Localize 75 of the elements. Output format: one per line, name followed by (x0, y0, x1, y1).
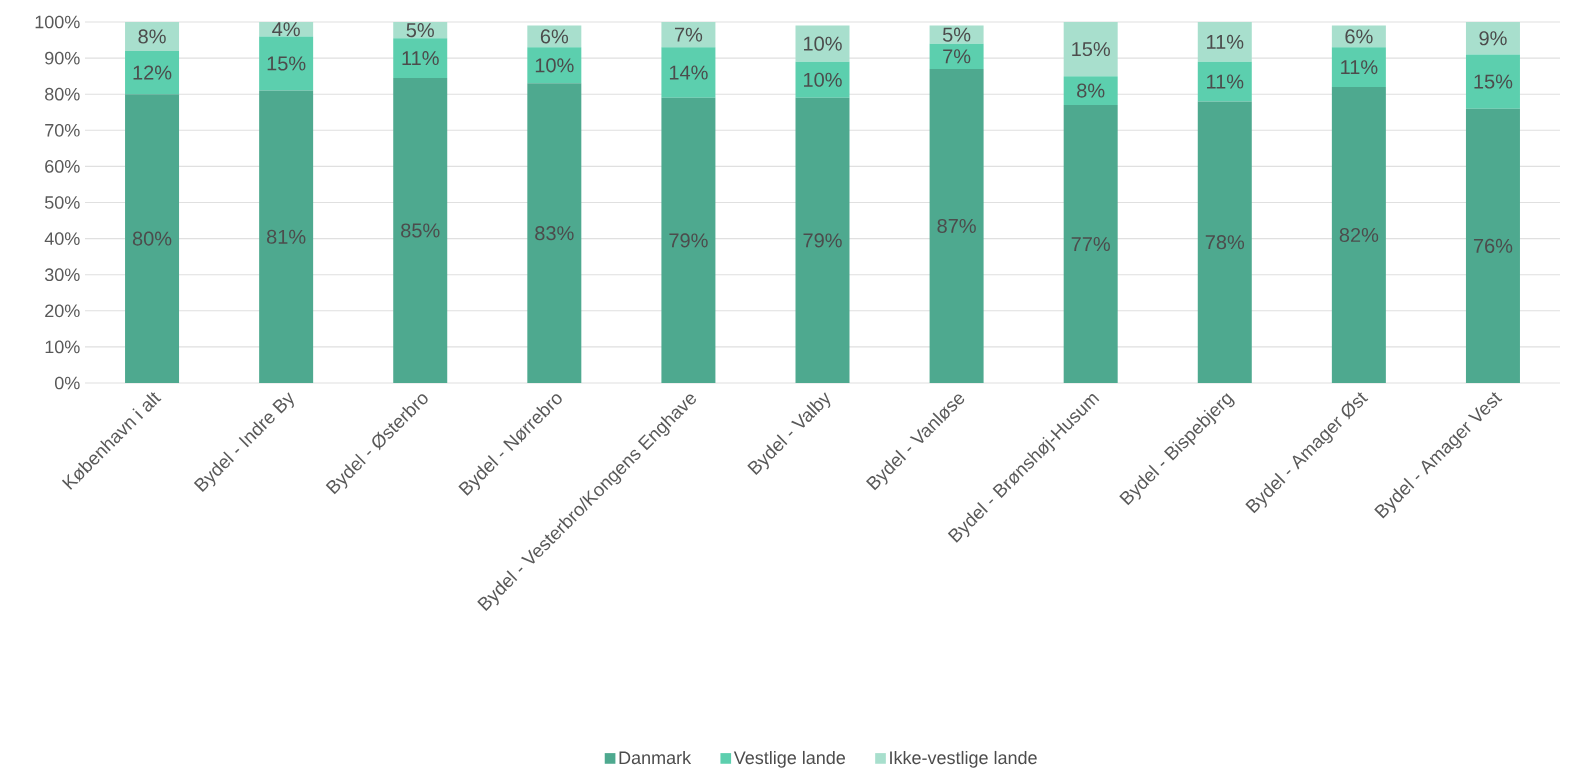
data-label: 78% (1205, 235, 1245, 250)
bar (661, 22, 716, 48)
bar (1063, 22, 1118, 77)
data-label: 11% (1341, 60, 1378, 75)
data-label: 77% (1071, 237, 1110, 252)
y-tick-label: 80% (45, 87, 80, 101)
bar (661, 97, 716, 383)
data-label: 7% (674, 27, 703, 42)
data-label: 5% (942, 27, 971, 42)
bar (1465, 54, 1520, 109)
bar (125, 22, 180, 51)
data-label: 15% (1072, 42, 1110, 57)
y-tick-label: 0% (54, 376, 80, 390)
data-label: 6% (1345, 29, 1373, 44)
data-label: 10% (804, 72, 842, 87)
y-tick-label: 90% (45, 51, 80, 65)
data-label: 8% (1077, 83, 1105, 98)
data-label: 5% (406, 23, 434, 38)
bar (1465, 108, 1520, 383)
legend-label: Danmark (619, 750, 692, 765)
legend-label: Vestlige lande (733, 750, 846, 768)
data-label: 14% (669, 65, 708, 80)
bar (795, 97, 850, 383)
data-label: 87% (937, 218, 976, 234)
data-label: 80% (132, 231, 172, 246)
legend-label: Ikke-vestlige lande (890, 750, 1037, 768)
data-label: 81% (267, 229, 306, 244)
bar (1197, 61, 1252, 102)
data-label: 83% (535, 226, 574, 241)
data-label: 4% (272, 22, 300, 37)
bar (1331, 86, 1386, 383)
y-tick-label: 60% (45, 160, 80, 173)
bar (125, 94, 180, 383)
bar (1063, 105, 1118, 383)
bar (795, 25, 850, 62)
data-label: 82% (1339, 227, 1379, 243)
bar (393, 38, 448, 78)
bar (1331, 47, 1386, 87)
bar (125, 50, 180, 95)
bar (1465, 22, 1520, 55)
y-tick-label: 70% (45, 123, 80, 137)
y-tick-label: 20% (45, 304, 80, 318)
data-label: 12% (133, 65, 172, 80)
y-tick-label: 50% (44, 196, 80, 209)
bar (259, 90, 314, 383)
bar (259, 36, 314, 91)
bar (661, 47, 716, 98)
data-label: 79% (669, 233, 708, 248)
data-label: 11% (1207, 34, 1244, 49)
bar (393, 77, 448, 383)
bar (1197, 101, 1252, 383)
data-label: 11% (1207, 74, 1244, 89)
bar (527, 47, 582, 84)
bar (795, 61, 850, 98)
data-label: 10% (804, 36, 842, 51)
y-tick-label: 100% (35, 15, 80, 29)
data-label: 15% (1474, 74, 1513, 89)
y-tick-label: 10% (45, 340, 80, 354)
bar (1197, 22, 1252, 62)
data-label: 11% (402, 51, 439, 66)
bar (929, 68, 984, 383)
data-label: 6% (540, 29, 569, 44)
data-label: 7% (943, 49, 971, 64)
data-label: 76% (1473, 238, 1513, 253)
y-tick-label: 30% (44, 268, 80, 282)
data-label: 8% (138, 29, 166, 44)
data-label: 85% (401, 223, 440, 238)
bar (1063, 76, 1118, 106)
data-label: 79% (803, 233, 842, 248)
bar (527, 83, 582, 383)
data-label: 15% (267, 56, 306, 71)
data-label: 10% (535, 58, 574, 73)
data-label: 9% (1479, 31, 1507, 46)
y-tick-label: 40% (44, 232, 80, 245)
bar (929, 43, 984, 69)
